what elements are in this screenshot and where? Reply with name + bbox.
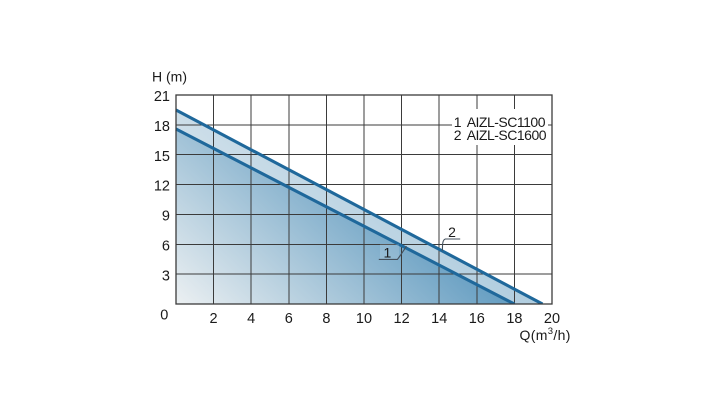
svg-text:12: 12 xyxy=(394,311,410,327)
svg-text:2: 2 xyxy=(448,224,456,240)
svg-text:16: 16 xyxy=(469,311,485,327)
svg-text:2 AIZL-SC1600: 2 AIZL-SC1600 xyxy=(454,127,547,143)
svg-text:12: 12 xyxy=(154,179,170,195)
svg-text:10: 10 xyxy=(356,311,372,327)
svg-text:14: 14 xyxy=(431,311,447,327)
svg-text:8: 8 xyxy=(322,311,330,327)
svg-text:1: 1 xyxy=(384,245,392,261)
svg-text:9: 9 xyxy=(162,209,170,225)
svg-text:21: 21 xyxy=(154,89,170,105)
svg-text:6: 6 xyxy=(162,238,170,254)
svg-text:18: 18 xyxy=(154,119,170,135)
svg-text:H (m): H (m) xyxy=(152,69,187,85)
svg-text:Q(m3/h): Q(m3/h) xyxy=(520,326,571,343)
svg-text:0: 0 xyxy=(160,307,168,323)
svg-text:18: 18 xyxy=(506,311,522,327)
svg-text:15: 15 xyxy=(154,149,170,165)
svg-text:20: 20 xyxy=(544,311,560,327)
svg-text:4: 4 xyxy=(247,311,255,327)
svg-text:2: 2 xyxy=(210,311,218,327)
svg-text:6: 6 xyxy=(285,311,293,327)
svg-text:3: 3 xyxy=(162,268,170,284)
svg-text:1 AIZL-SC1100: 1 AIZL-SC1100 xyxy=(454,114,546,130)
